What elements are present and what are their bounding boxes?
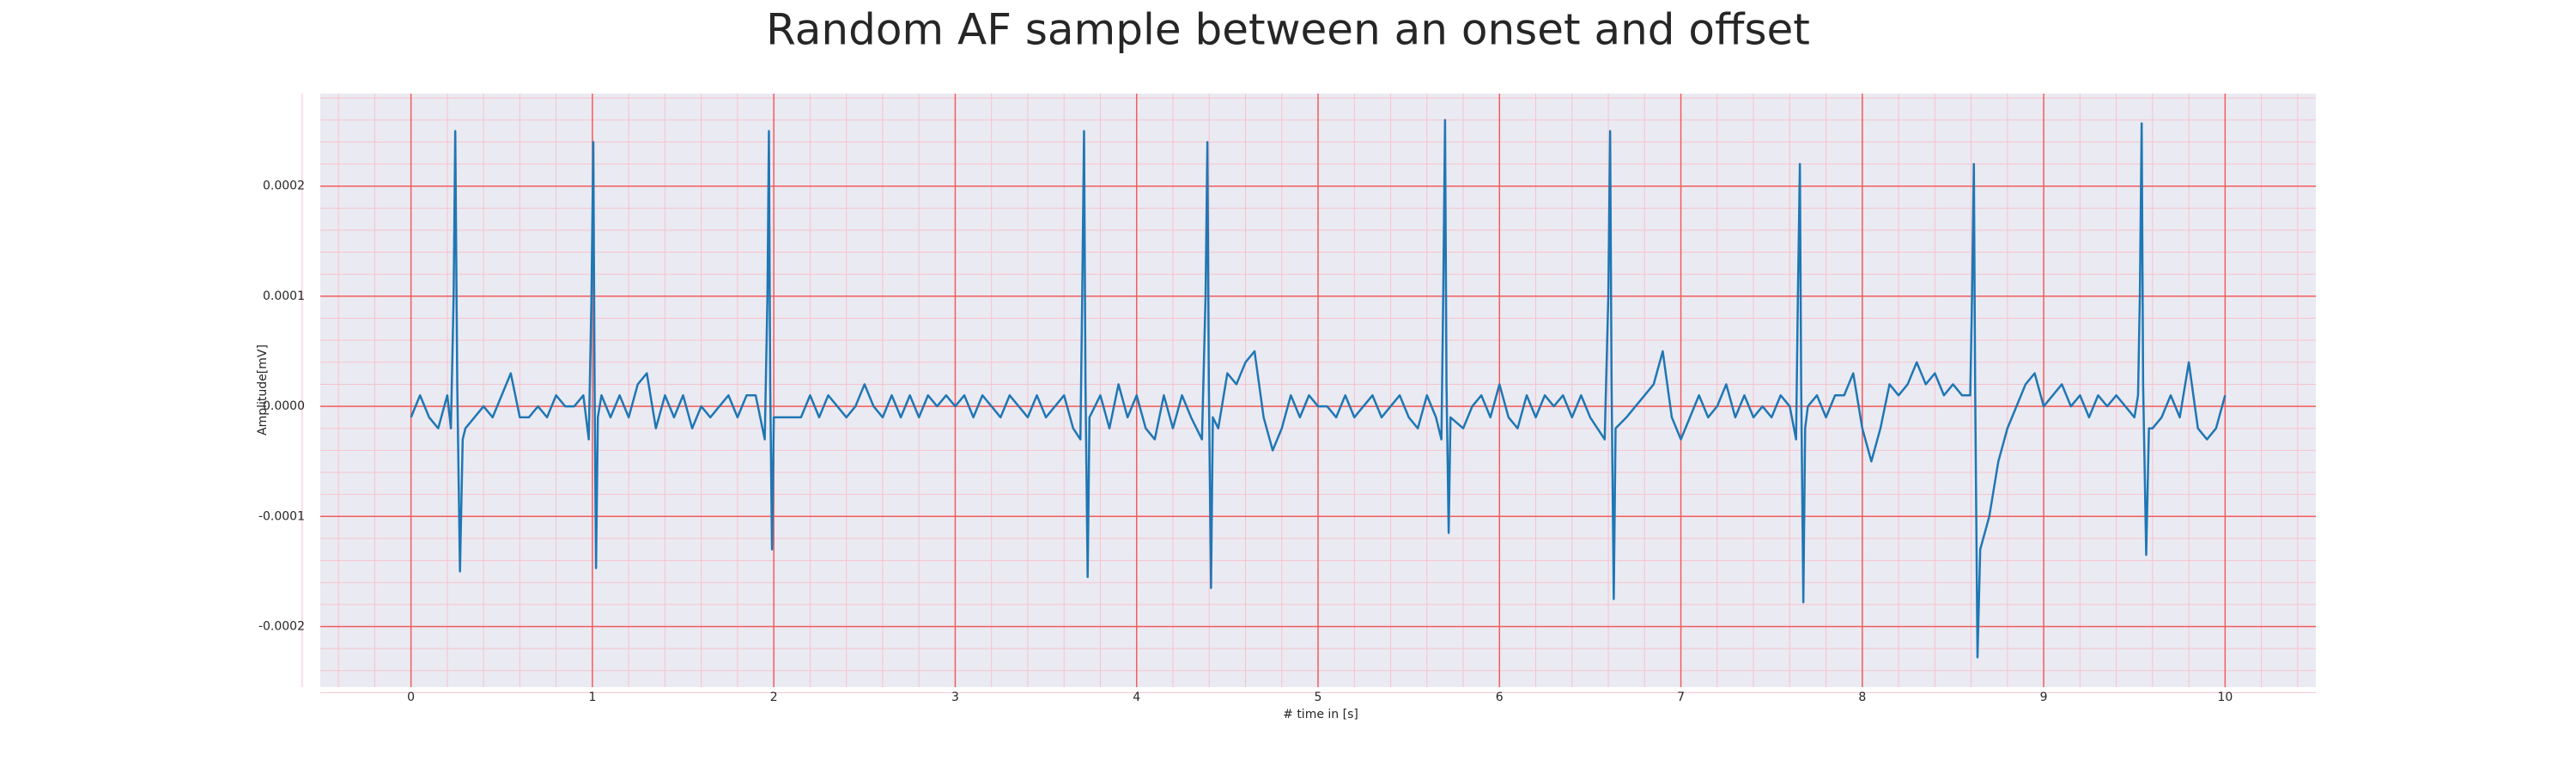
x-tick-label: 1 — [588, 691, 596, 704]
x-tick-label: 6 — [1496, 691, 1504, 704]
x-tick-label: 2 — [770, 691, 778, 704]
y-tick-label: 0.0001 — [263, 289, 305, 303]
x-tick-label: 7 — [1677, 691, 1685, 704]
x-tick-label: 3 — [951, 691, 959, 704]
y-axis-label: Amplitude[mV] — [256, 344, 270, 435]
x-tick-label: 10 — [2217, 691, 2233, 704]
y-tick-label: 0.0002 — [263, 180, 305, 193]
x-tick-label: 5 — [1315, 691, 1322, 704]
x-tick-label: 9 — [2040, 691, 2048, 704]
y-tick-label: 0.0000 — [263, 399, 305, 413]
x-axis-label: # time in [s] — [1283, 708, 1358, 721]
y-tick-label: -0.0002 — [258, 619, 305, 633]
chart-title: Random AF sample between an onset and of… — [766, 5, 1810, 55]
signal-line — [410, 119, 2227, 659]
x-tick-label: 8 — [1858, 691, 1866, 704]
x-tick-label: 4 — [1133, 691, 1140, 704]
x-tick-label: 0 — [407, 691, 415, 704]
y-tick-label: -0.0001 — [258, 509, 305, 523]
